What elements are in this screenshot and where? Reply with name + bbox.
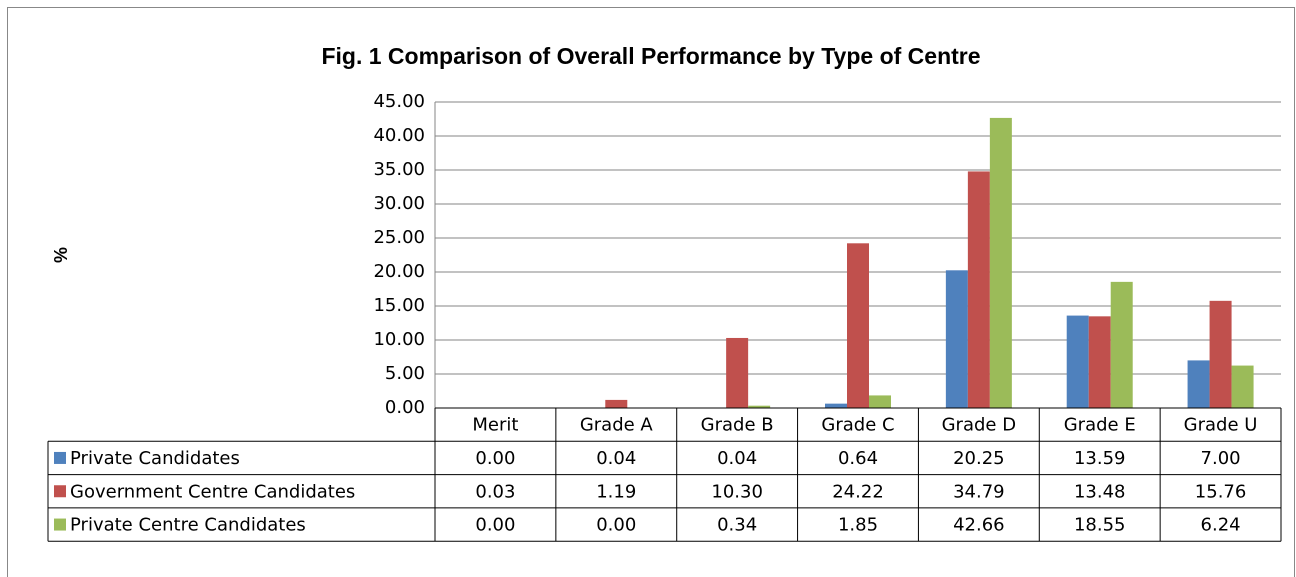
x-tick-label: Merit <box>472 415 518 436</box>
bar <box>1066 315 1089 408</box>
data-table-value: 7.00 <box>1201 448 1241 469</box>
bar <box>989 117 1012 409</box>
data-table-value: 24.22 <box>832 481 884 502</box>
data-table-value: 13.59 <box>1074 448 1126 469</box>
y-tick-label: 25.00 <box>373 227 425 248</box>
y-tick-label: 45.00 <box>373 91 425 112</box>
y-tick-label: 20.00 <box>373 261 425 282</box>
bar <box>1209 300 1232 408</box>
data-table-value: 6.24 <box>1201 515 1241 536</box>
x-tick-label: Grade D <box>942 415 1016 436</box>
y-tick-label: 15.00 <box>373 295 425 316</box>
data-table-value: 13.48 <box>1074 481 1126 502</box>
y-tick-label: 10.00 <box>373 329 425 350</box>
legend-swatch <box>54 518 66 531</box>
data-table-value: 1.85 <box>838 515 878 536</box>
data-table-value: 15.76 <box>1195 481 1247 502</box>
x-tick-label: Grade B <box>701 415 774 436</box>
y-tick-label: 5.00 <box>385 363 425 384</box>
legend-swatch <box>54 485 66 498</box>
bar <box>967 171 990 408</box>
y-tick-label: 0.00 <box>385 397 425 418</box>
chart-frame <box>7 7 1295 577</box>
data-table-value: 0.00 <box>475 448 515 469</box>
bar <box>825 403 847 408</box>
bar <box>1110 281 1133 408</box>
bar <box>869 395 891 408</box>
bar <box>748 405 771 408</box>
bar <box>945 270 968 408</box>
legend-label: Private Centre Candidates <box>70 515 306 536</box>
data-table-value: 20.25 <box>953 448 1005 469</box>
data-table-value: 1.19 <box>596 481 636 502</box>
data-table-value: 0.00 <box>475 515 515 536</box>
bar <box>726 337 749 408</box>
data-table-value: 0.04 <box>596 448 636 469</box>
y-axis-label: % <box>51 247 71 263</box>
legend-label: Private Candidates <box>70 448 240 469</box>
y-tick-label: 35.00 <box>373 159 425 180</box>
bar <box>847 243 869 408</box>
bar <box>1187 360 1210 408</box>
data-table-value: 0.03 <box>475 481 515 502</box>
x-tick-label: Grade C <box>821 415 894 436</box>
x-tick-label: Grade E <box>1064 415 1136 436</box>
x-tick-label: Grade A <box>580 415 654 436</box>
bar <box>1231 365 1254 408</box>
legend-swatch <box>54 451 66 464</box>
data-table-value: 42.66 <box>953 515 1005 536</box>
bar <box>605 399 628 408</box>
data-table-value: 18.55 <box>1074 515 1126 536</box>
legend-label: Government Centre Candidates <box>70 481 355 502</box>
bar <box>1088 316 1111 408</box>
data-table-value: 0.34 <box>717 515 757 536</box>
data-table-value: 34.79 <box>953 481 1005 502</box>
y-tick-label: 40.00 <box>373 125 425 146</box>
x-tick-label: Grade U <box>1184 415 1258 436</box>
chart-title: Fig. 1 Comparison of Overall Performance… <box>321 43 980 69</box>
data-table-value: 0.00 <box>596 515 636 536</box>
y-tick-label: 30.00 <box>373 193 425 214</box>
data-table-value: 0.64 <box>838 448 878 469</box>
data-table-value: 10.30 <box>711 481 763 502</box>
data-table-value: 0.04 <box>717 448 757 469</box>
